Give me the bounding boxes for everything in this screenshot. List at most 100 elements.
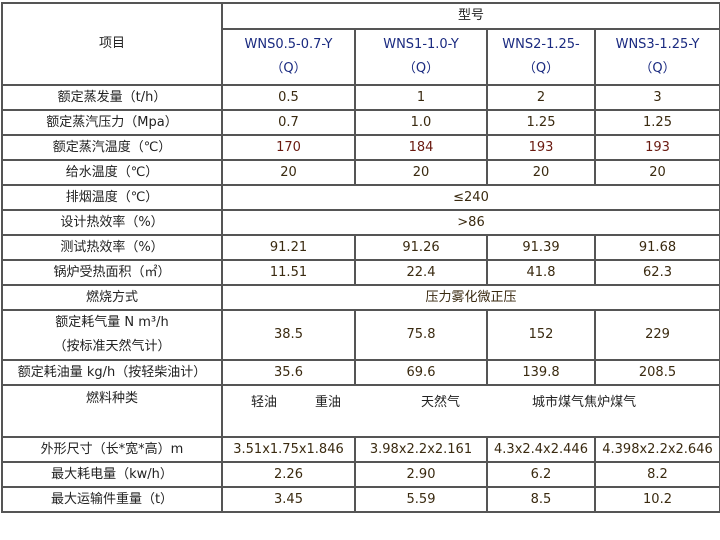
cell-value: 20 <box>486 159 596 186</box>
row-label-text: 额定蒸汽压力（Mpa） <box>46 114 178 130</box>
table-row: 外形尺寸（长*宽*高）m 3.51x1.75x1.846 3.98x2.2x2.16… <box>1 436 720 463</box>
model-header: WNS3-1.25-Y （Q） <box>593 27 720 87</box>
fuel-type: 轻油 <box>251 395 278 410</box>
merged-value: >86 <box>220 209 720 236</box>
row-label-text: 额定耗油量 kg/h（按轻柴油计） <box>17 364 207 380</box>
row-label: 额定蒸发量（t/h） <box>1 84 223 111</box>
table-row: 锅炉受热面积（㎡） 11.51 22.4 41.8 62.3 <box>1 259 720 286</box>
cell-value: 193 <box>593 134 720 161</box>
cell-value: 152 <box>486 309 596 361</box>
cell-value: 208.5 <box>593 359 720 386</box>
table-row: 最大耗电量（kw/h） 2.26 2.90 6.2 8.2 <box>1 461 720 488</box>
row-label-text: 额定耗气量 N m³/h <box>55 315 169 330</box>
boiler-spec-table: 项目 型号 WNS0.5-0.7-Y （Q） WNS1-1.0-Y （Q） WNS2-1… <box>1 2 720 513</box>
cell-value: 139.8 <box>486 359 596 386</box>
row-label-text: 锅炉受热面积（㎡） <box>53 264 171 280</box>
table-row: 排烟温度（℃） ≤240 <box>1 184 720 211</box>
row-label: 设计热效率（%） <box>1 209 223 236</box>
row-label-text: 燃料种类 <box>85 391 138 406</box>
row-label-text: 排烟温度（℃） <box>65 189 159 205</box>
cell-value: 20 <box>593 159 720 186</box>
row-label-text: 给水温度（℃） <box>65 164 159 180</box>
merged-value: ≤240 <box>220 184 720 211</box>
row-label-text: 最大耗电量（kw/h） <box>51 466 173 482</box>
cell-value: 5.59 <box>354 486 488 513</box>
cell-value: 3 <box>593 84 720 111</box>
cell-value: 11.51 <box>221 259 356 286</box>
table-row: 额定蒸汽压力（Mpa） 0.7 1.0 1.25 1.25 <box>1 109 720 136</box>
row-label: 外形尺寸（长*宽*高）m <box>1 436 223 463</box>
cell-value: 8.5 <box>486 486 596 513</box>
table-row: 设计热效率（%） >86 <box>1 209 720 236</box>
row-label: 最大运输件重量（t） <box>1 486 223 513</box>
cell-value: 6.2 <box>486 461 596 488</box>
merged-value: 压力雾化微正压 <box>220 284 720 311</box>
cell-value: 62.3 <box>593 259 720 286</box>
cell-value: 1 <box>354 84 488 111</box>
row-label: 额定耗油量 kg/h（按轻柴油计） <box>1 359 223 386</box>
cell-value: 0.5 <box>221 84 356 111</box>
cell-value: 75.8 <box>354 309 488 361</box>
cell-value: 10.2 <box>593 486 720 513</box>
fuel-type: 焦炉煤气 <box>584 395 637 410</box>
cell-value: 41.8 <box>486 259 596 286</box>
cell-value: 35.6 <box>221 359 356 386</box>
cell-value: 22.4 <box>354 259 488 286</box>
model-name: WNS3-1.25-Y <box>615 36 700 52</box>
cell-value: 3.45 <box>221 486 356 513</box>
cell-value: 8.2 <box>593 461 720 488</box>
cell-value: 170 <box>221 134 356 161</box>
cell-value: 3.98x2.2x2.161 <box>354 436 488 463</box>
fuel-type: 重油 <box>315 395 342 410</box>
cell-value: 38.5 <box>221 309 356 361</box>
model-suffix: （Q） <box>639 60 676 76</box>
row-label-note: （按标准天然气计） <box>53 339 171 354</box>
table-row: 额定耗气量 N m³/h （按标准天然气计） 38.5 75.8 152 229 <box>1 309 720 361</box>
model-suffix: （Q） <box>522 60 560 76</box>
row-label: 最大耗电量（kw/h） <box>1 461 223 488</box>
row-label: 额定耗气量 N m³/h （按标准天然气计） <box>1 309 223 361</box>
cell-value: 20 <box>354 159 488 186</box>
row-label: 给水温度（℃） <box>1 159 223 186</box>
cell-value: 91.39 <box>486 234 596 261</box>
header-model: 型号 <box>220 2 720 30</box>
model-suffix: （Q） <box>270 60 307 76</box>
table-row: 最大运输件重量（t） 3.45 5.59 8.5 10.2 <box>1 486 720 513</box>
model-header: WNS1-1.0-Y （Q） <box>354 27 488 87</box>
fuel-types: 轻油 重油 天然气 城市煤气焦炉煤气 <box>220 384 720 438</box>
row-label-text: 额定蒸发量（t/h） <box>57 89 167 105</box>
cell-value: 229 <box>593 309 720 361</box>
row-label-text: 测试热效率（%） <box>60 239 164 255</box>
cell-value: 91.26 <box>354 234 488 261</box>
cell-value: 91.68 <box>593 234 720 261</box>
cell-value: 2.26 <box>221 461 356 488</box>
table-row: 测试热效率（%） 91.21 91.26 91.39 91.68 <box>1 234 720 261</box>
cell-value: 2.90 <box>354 461 488 488</box>
model-name: WNS2-1.25- <box>502 36 580 52</box>
fuel-type: 城市煤气 <box>532 395 585 410</box>
cell-value: 0.7 <box>221 109 356 136</box>
header-item: 项目 <box>1 2 223 86</box>
row-label: 排烟温度（℃） <box>1 184 223 211</box>
cell-value: 1.25 <box>486 109 596 136</box>
row-label-text: 燃烧方式 <box>85 289 138 305</box>
cell-value: 4.3x2.4x2.446 <box>486 436 596 463</box>
cell-value: 193 <box>486 134 596 161</box>
row-label-text: 外形尺寸（长*宽*高）m <box>40 441 184 457</box>
cell-value: 20 <box>221 159 356 186</box>
row-label: 测试热效率（%） <box>1 234 223 261</box>
row-label: 燃料种类 <box>1 384 223 438</box>
table-row: 额定蒸发量（t/h） 0.5 1 2 3 <box>1 84 720 111</box>
row-label: 额定蒸汽温度（℃） <box>1 134 223 161</box>
row-label: 锅炉受热面积（㎡） <box>1 259 223 286</box>
cell-value: 2 <box>486 84 596 111</box>
model-name: WNS0.5-0.7-Y <box>244 36 333 52</box>
table-row: 燃烧方式 压力雾化微正压 <box>1 284 720 311</box>
table-row: 燃料种类 轻油 重油 天然气 城市煤气焦炉煤气 <box>1 384 720 438</box>
row-label-text: 最大运输件重量（t） <box>50 491 174 507</box>
cell-value: 69.6 <box>354 359 488 386</box>
fuel-type: 天然气 <box>421 395 461 410</box>
table-row: 额定耗油量 kg/h（按轻柴油计） 35.6 69.6 139.8 208.5 <box>1 359 720 386</box>
cell-value: 3.51x1.75x1.846 <box>221 436 356 463</box>
model-header: WNS0.5-0.7-Y （Q） <box>221 27 356 87</box>
